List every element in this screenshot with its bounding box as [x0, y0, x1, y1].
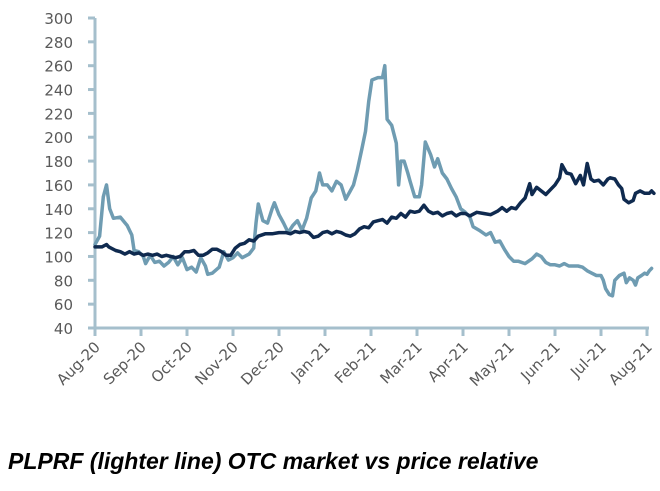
y-tick-label: 40	[54, 320, 73, 338]
y-axis: 40 60 80 100 120 140 160 180 200 220 240 260 280 300	[44, 10, 97, 338]
x-tick-label: Sep-20	[100, 338, 150, 388]
chart-caption: PLPRF (lighter line) OTC market vs price…	[8, 448, 539, 474]
y-tick-label: 60	[54, 296, 73, 314]
x-tick-label: Oct-20	[147, 338, 195, 386]
y-tick-label: 260	[44, 58, 73, 76]
x-tick-label: May-21	[466, 338, 518, 390]
y-tick-label: 300	[44, 10, 73, 28]
y-tick-label: 100	[44, 248, 73, 266]
y-tick-label: 180	[44, 153, 73, 171]
y-tick-label: 200	[44, 129, 73, 147]
x-tick-label: Dec-20	[237, 338, 288, 389]
x-tick-label: Feb-21	[331, 338, 380, 387]
x-tick-label: Jan-21	[287, 338, 334, 385]
x-tick-label: Jun-21	[516, 338, 563, 385]
x-tick-label: Nov-20	[191, 338, 241, 388]
y-tick-label: 220	[44, 105, 73, 123]
x-tick-label: Mar-21	[376, 338, 425, 387]
y-tick-label: 80	[54, 272, 73, 290]
x-tick-label: Apr-21	[424, 338, 472, 386]
series-layer	[93, 63, 656, 298]
line-chart: 406080100120140160180200220240260280300 …	[44, 10, 656, 390]
x-tick-label: Aug-21	[605, 338, 656, 389]
x-tick-label: Aug-20	[53, 338, 104, 389]
y-tick-label: 280	[44, 34, 73, 52]
x-tick-label: Jul-21	[566, 338, 610, 382]
y-tick-label: 140	[44, 201, 73, 219]
series-line-plprf-otc	[93, 63, 654, 298]
y-tick-label: 120	[44, 225, 73, 243]
y-tick-label: 240	[44, 82, 73, 100]
y-tick-label: 160	[44, 177, 73, 195]
series-line-price-relative	[93, 161, 656, 260]
